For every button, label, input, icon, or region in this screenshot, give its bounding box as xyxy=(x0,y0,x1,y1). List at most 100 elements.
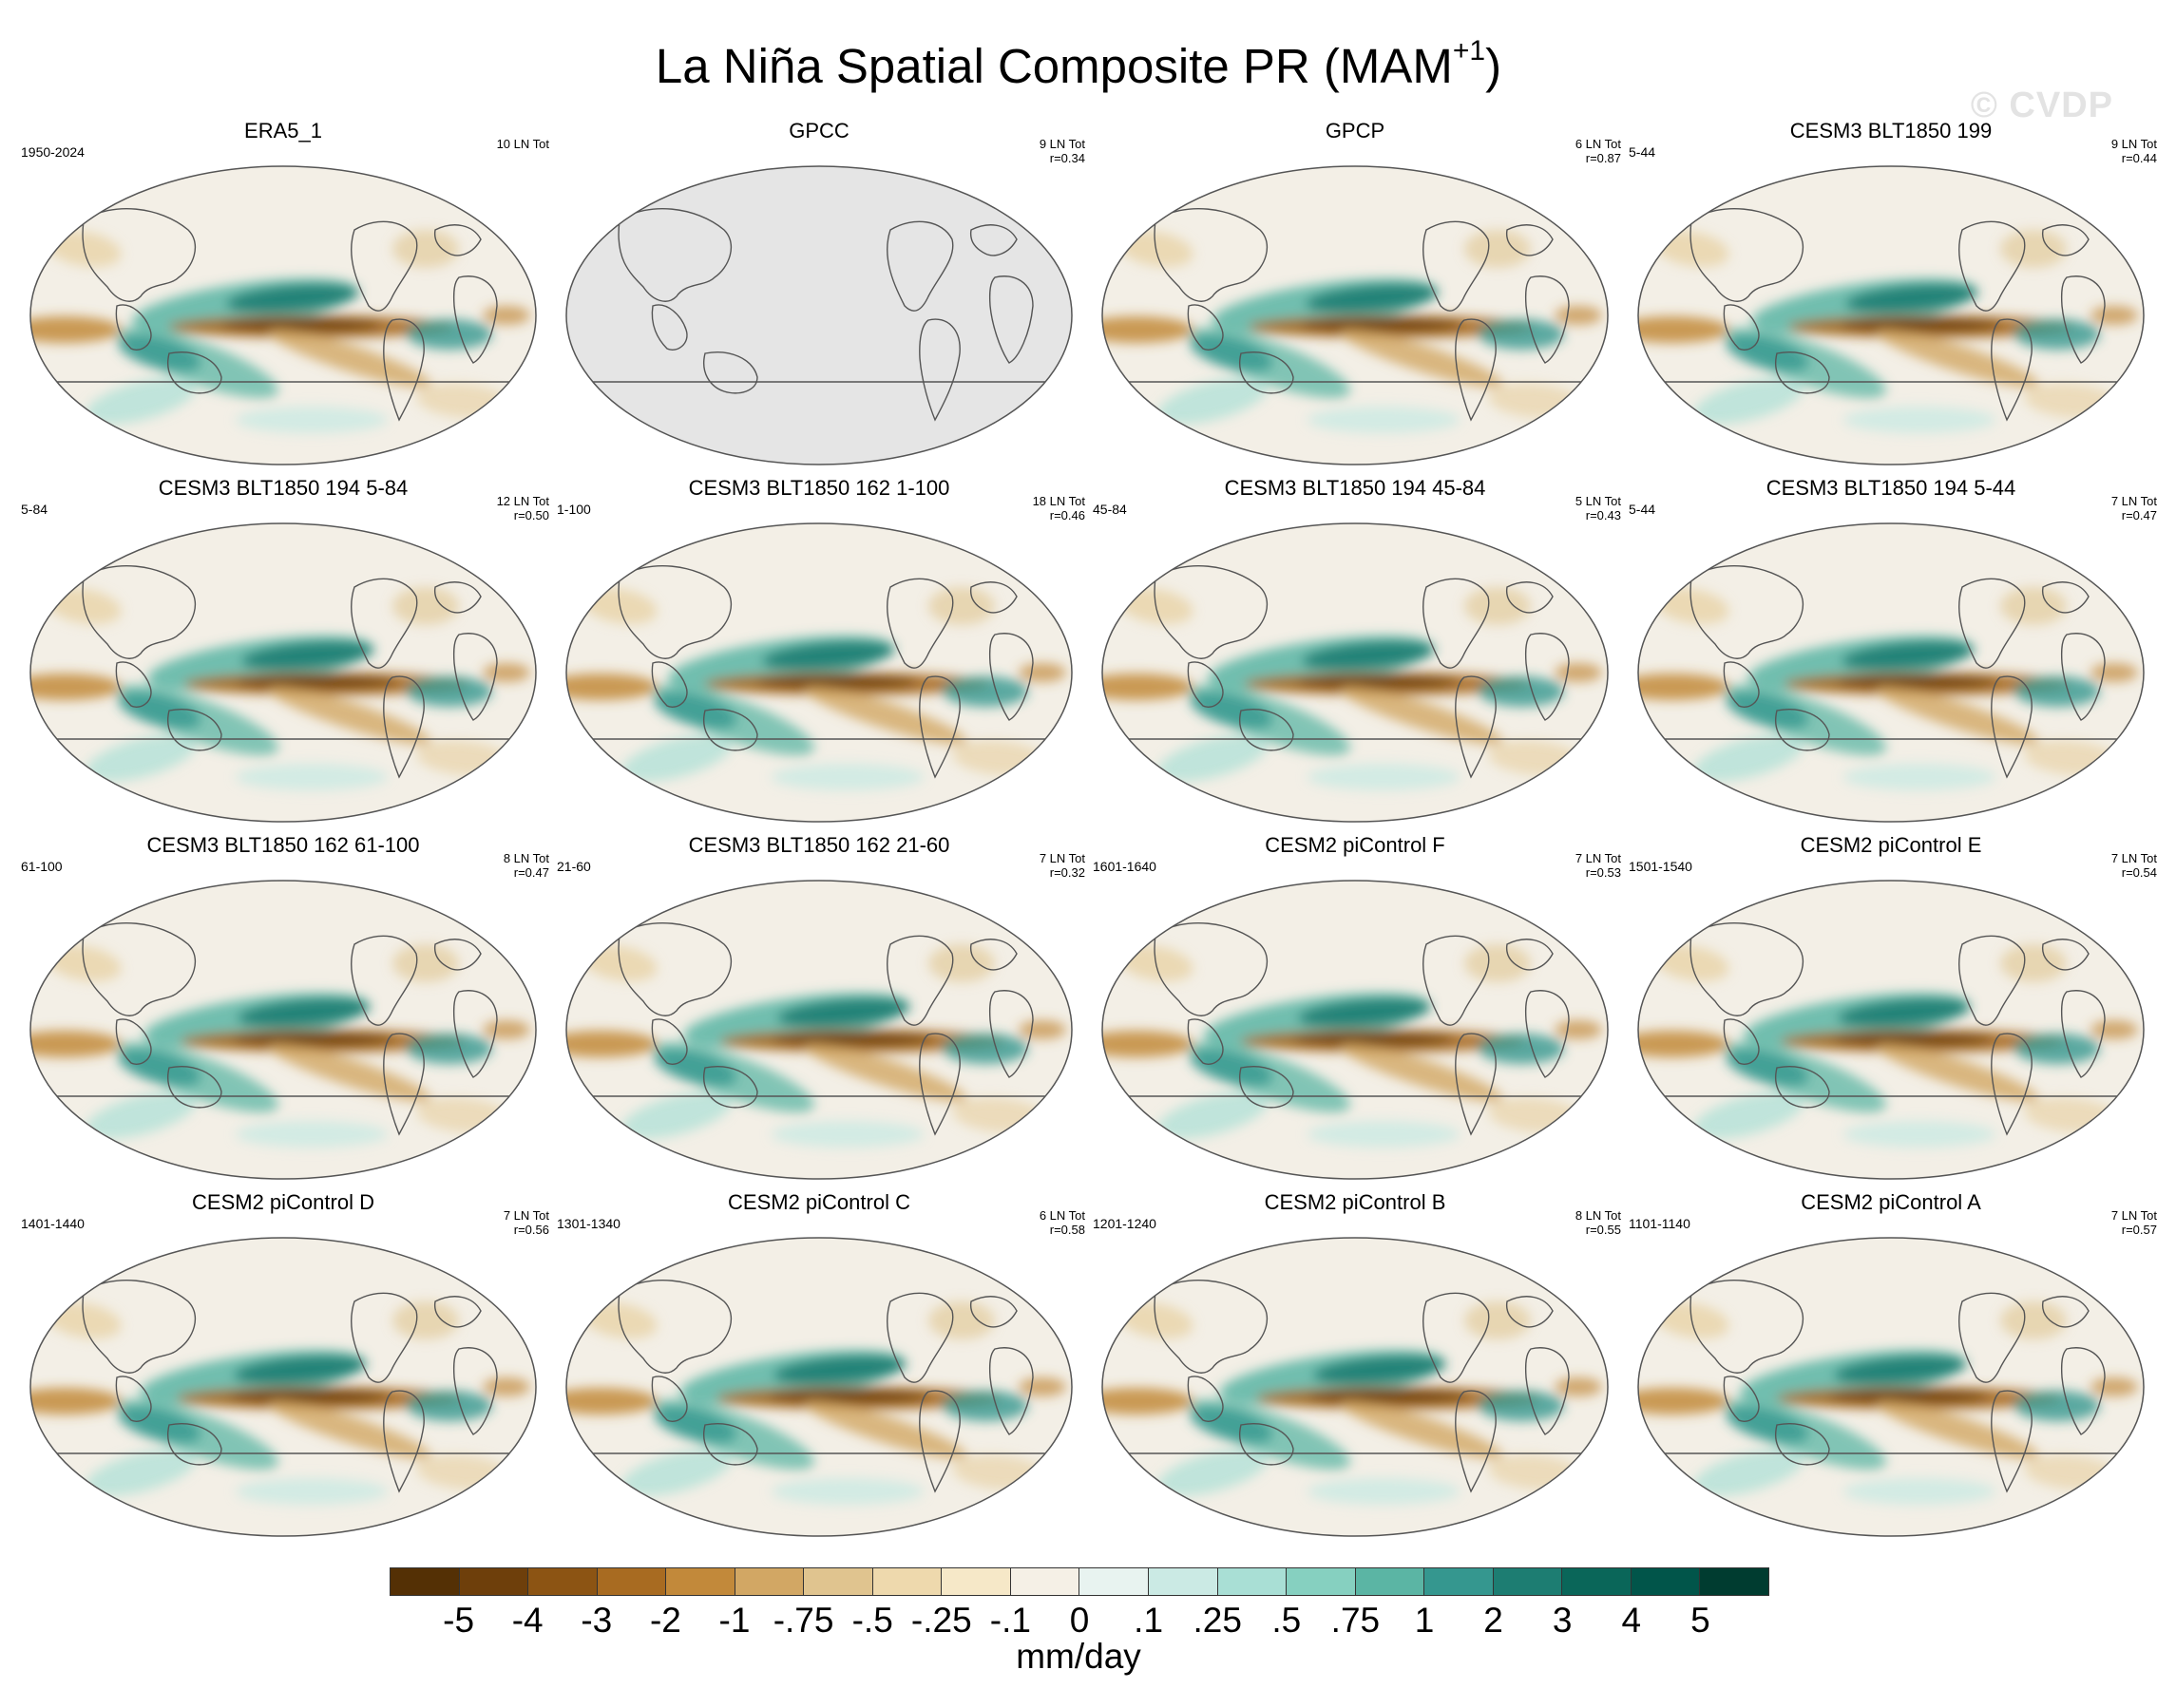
panel-correlation: r=0.55 xyxy=(1585,1223,1621,1237)
panel-event-count: 12 LN Tot xyxy=(496,494,549,508)
map-panel: CESM2 piControl D 1401-1440 7 LN Tot r=0.56 xyxy=(17,1189,549,1541)
panel-map xyxy=(27,878,540,1182)
panel-map xyxy=(1634,878,2147,1182)
colorbar-tick: -.25 xyxy=(910,1601,972,1640)
panel-stats: 7 LN Tot r=0.47 xyxy=(2111,494,2157,522)
precip-anomaly-map xyxy=(29,165,537,465)
panel-year-range: 61-100 xyxy=(21,859,63,874)
panel-stats: 6 LN Tot r=0.58 xyxy=(1040,1208,1085,1237)
panel-title: CESM2 piControl B xyxy=(1264,1190,1446,1214)
panel-map xyxy=(1098,878,1612,1182)
colorbar-tick: 3 xyxy=(1552,1601,1573,1640)
precip-anomaly-map xyxy=(1101,880,1609,1180)
panel-event-count: 6 LN Tot xyxy=(1575,137,1621,151)
panel-title: CESM3 BLT1850 199 xyxy=(1789,119,1993,142)
panel-correlation: r=0.54 xyxy=(2121,865,2157,880)
panel-correlation: r=0.87 xyxy=(1585,151,1621,165)
map-panel: CESM3 BLT1850 194 45-84 45-84 5 LN Tot r=0.… xyxy=(1089,475,1621,826)
panel-year-range: 1101-1140 xyxy=(1629,1216,1690,1231)
panel-correlation: r=0.58 xyxy=(1049,1223,1085,1237)
panel-stats: 8 LN Tot r=0.55 xyxy=(1575,1208,1621,1237)
panel-year-range: 1301-1340 xyxy=(557,1216,620,1231)
panel-stats: 7 LN Tot r=0.53 xyxy=(1575,851,1621,880)
panel-title: GPCP xyxy=(1325,119,1385,142)
panel-correlation: r=0.46 xyxy=(1049,508,1085,522)
panel-title: CESM3 BLT1850 162 1-100 xyxy=(688,476,950,500)
map-panel: CESM2 piControl C 1301-1340 6 LN Tot r=0.58 xyxy=(553,1189,1085,1541)
panel-year-range: 5-44 xyxy=(1629,144,1656,160)
panel-year-range: 5-44 xyxy=(1629,502,1656,517)
panel-correlation: r=0.43 xyxy=(1585,508,1621,522)
map-panel: CESM3 BLT1850 199 5-44 9 LN Tot r=0.44 xyxy=(1625,118,2157,469)
panel-map xyxy=(1098,521,1612,825)
panel-stats: 9 LN Tot r=0.34 xyxy=(1040,137,1085,165)
panel-correlation: r=0.47 xyxy=(513,865,549,880)
colorbar-tick: -5 xyxy=(443,1601,475,1640)
panel-map xyxy=(563,163,1076,467)
map-panel: CESM2 piControl F 1601-1640 7 LN Tot r=0.53 xyxy=(1089,832,1621,1184)
colorbar-tick: .5 xyxy=(1271,1601,1302,1640)
map-panel: CESM2 piControl E 1501-1540 7 LN Tot r=0.54 xyxy=(1625,832,2157,1184)
map-panel: GPCC 9 LN Tot r=0.34 xyxy=(553,118,1085,469)
colorbar-swatch xyxy=(942,1568,1011,1595)
colorbar-tick-labels: -5 -4 -3 -2 -1 -.75 -.5 -.25 -.1 0 .1 .25 .5 .75 1 2 3 4 5 xyxy=(390,1600,1769,1642)
panel-stats: 12 LN Tot r=0.50 xyxy=(497,494,549,522)
colorbar-tick: .1 xyxy=(1134,1601,1164,1640)
precip-anomaly-map xyxy=(1637,1237,2145,1537)
panel-map xyxy=(1634,1235,2147,1539)
panel-event-count: 8 LN Tot xyxy=(503,851,549,865)
colorbar-tick: -.75 xyxy=(773,1601,834,1640)
colorbar-swatch xyxy=(1079,1568,1150,1595)
colorbar-tick: -1 xyxy=(718,1601,751,1640)
panel-year-range: 1401-1440 xyxy=(21,1216,85,1231)
panel-title: CESM2 piControl C xyxy=(728,1190,910,1214)
colorbar-tick: 1 xyxy=(1414,1601,1435,1640)
panel-title: CESM3 BLT1850 162 61-100 xyxy=(146,833,420,857)
panel-year-range: 1201-1240 xyxy=(1093,1216,1156,1231)
panel-year-range: 1601-1640 xyxy=(1093,859,1156,874)
colorbar-swatch xyxy=(1562,1568,1632,1595)
panel-year-range: 1501-1540 xyxy=(1629,859,1692,874)
colorbar-tick: -.1 xyxy=(989,1601,1031,1640)
panel-event-count: 7 LN Tot xyxy=(2110,494,2157,508)
colorbar-swatch xyxy=(872,1568,943,1595)
panel-stats: 10 LN Tot xyxy=(497,137,549,151)
colorbar-tick: -3 xyxy=(581,1601,613,1640)
panel-map xyxy=(27,521,540,825)
panel-year-range: 45-84 xyxy=(1093,502,1127,517)
panel-stats: 7 LN Tot r=0.56 xyxy=(504,1208,549,1237)
map-panel: CESM3 BLT1850 194 5-44 5-44 7 LN Tot r=0.47 xyxy=(1625,475,2157,826)
colorbar-swatch xyxy=(1149,1568,1218,1595)
panel-correlation: r=0.44 xyxy=(2121,151,2157,165)
figure-title: La Niña Spatial Composite PR (MAM+1) xyxy=(655,35,1502,93)
panel-map xyxy=(1098,1235,1612,1539)
panel-year-range: 1950-2024 xyxy=(21,144,85,160)
colorbar-swatch xyxy=(528,1568,598,1595)
colorbar-tick: .25 xyxy=(1193,1601,1242,1640)
colorbar-swatch xyxy=(1700,1568,1768,1595)
precip-anomaly-map xyxy=(29,522,537,823)
panel-event-count: 10 LN Tot xyxy=(496,137,549,151)
watermark: © CVDP xyxy=(1970,85,2113,125)
colorbar-swatch xyxy=(1424,1568,1494,1595)
panel-title: CESM2 piControl E xyxy=(1800,833,1982,857)
panel-title: CESM2 piControl D xyxy=(192,1190,374,1214)
map-panel: CESM3 BLT1850 162 21-60 21-60 7 LN Tot r=0.… xyxy=(553,832,1085,1184)
panel-stats: 8 LN Tot r=0.47 xyxy=(504,851,549,880)
panel-title: CESM2 piControl A xyxy=(1801,1190,1981,1214)
colorbar-tick: 5 xyxy=(1690,1601,1710,1640)
panel-year-range: 5-84 xyxy=(21,502,48,517)
panel-title: CESM3 BLT1850 194 5-44 xyxy=(1766,476,2016,500)
panel-stats: 9 LN Tot r=0.44 xyxy=(2111,137,2157,165)
panel-title: CESM3 BLT1850 162 21-60 xyxy=(688,833,950,857)
colorbar-swatch xyxy=(459,1568,529,1595)
panel-event-count: 6 LN Tot xyxy=(1039,1208,1085,1223)
colorbar-swatch xyxy=(735,1568,805,1595)
panel-stats: 7 LN Tot r=0.54 xyxy=(2111,851,2157,880)
panel-event-count: 7 LN Tot xyxy=(1575,851,1621,865)
map-panel: CESM2 piControl A 1101-1140 7 LN Tot r=0.57 xyxy=(1625,1189,2157,1541)
colorbar-swatch xyxy=(391,1568,460,1595)
panel-correlation: r=0.47 xyxy=(2121,508,2157,522)
panel-year-range: 1-100 xyxy=(557,502,591,517)
panel-stats: 18 LN Tot r=0.46 xyxy=(1033,494,1085,522)
